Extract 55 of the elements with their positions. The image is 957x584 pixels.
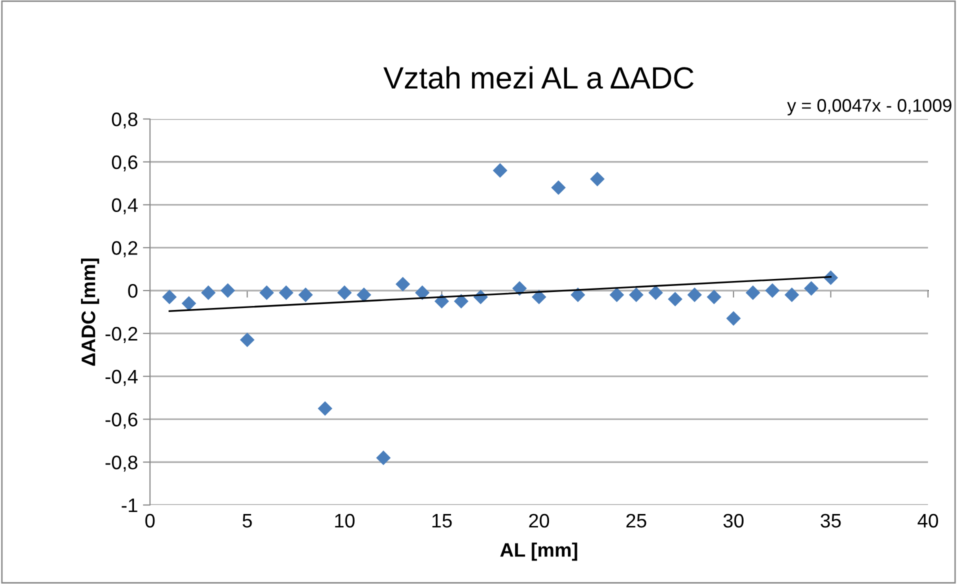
x-tick-label: 20 xyxy=(529,514,550,528)
point xyxy=(415,285,430,300)
point xyxy=(162,290,177,304)
point xyxy=(648,285,663,300)
point xyxy=(356,288,372,302)
point xyxy=(765,283,780,298)
point xyxy=(220,283,236,298)
point xyxy=(784,288,800,302)
point xyxy=(278,285,294,300)
point xyxy=(376,450,391,466)
point xyxy=(318,401,332,416)
point xyxy=(746,285,760,300)
x-tick-label: 35 xyxy=(820,514,841,528)
x-tick-label: 10 xyxy=(335,514,355,528)
y-tick-label: -0,4 xyxy=(106,370,138,386)
point xyxy=(706,290,722,304)
point xyxy=(668,292,682,306)
x-tick-label: 15 xyxy=(432,514,452,528)
point xyxy=(182,296,196,311)
y-tick-label: -1 xyxy=(122,498,138,512)
x-tick-label: 0 xyxy=(145,514,155,528)
y-tick-label: 0,4 xyxy=(112,198,138,214)
x-tick-label: 40 xyxy=(918,514,938,528)
point xyxy=(492,163,508,178)
point xyxy=(259,285,274,300)
y-tick-label: 0,2 xyxy=(112,241,138,258)
y-axis-title: ΔADC [mm] xyxy=(81,258,100,366)
point xyxy=(396,276,410,292)
point xyxy=(240,332,255,348)
chart-title: Vztah mezi AL a ΔADC xyxy=(383,66,694,89)
point xyxy=(454,294,468,309)
y-tick-label: 0 xyxy=(128,284,138,298)
point xyxy=(512,281,527,296)
point xyxy=(570,288,586,302)
point xyxy=(337,285,352,300)
text: y = 0,0047x - 0,1009 xyxy=(787,99,952,116)
point xyxy=(532,290,546,304)
y-tick-label: -0,8 xyxy=(106,456,138,472)
point xyxy=(610,288,624,302)
x-tick-label: 30 xyxy=(723,514,744,528)
point xyxy=(726,311,741,326)
point xyxy=(628,288,644,302)
y-tick-label: 0,8 xyxy=(112,112,138,129)
y-tick-label: -0,2 xyxy=(106,326,138,343)
y-tick-label: -0,6 xyxy=(106,412,138,429)
x-tick-label: 25 xyxy=(626,514,646,528)
point xyxy=(201,285,216,300)
x-tick-label: 5 xyxy=(242,514,252,528)
point xyxy=(804,281,819,296)
point xyxy=(590,172,605,186)
point xyxy=(687,288,702,302)
point xyxy=(551,180,566,195)
point xyxy=(298,288,313,302)
x-axis-title: AL [mm] xyxy=(500,542,578,561)
y-tick-label: 0,6 xyxy=(112,155,138,172)
